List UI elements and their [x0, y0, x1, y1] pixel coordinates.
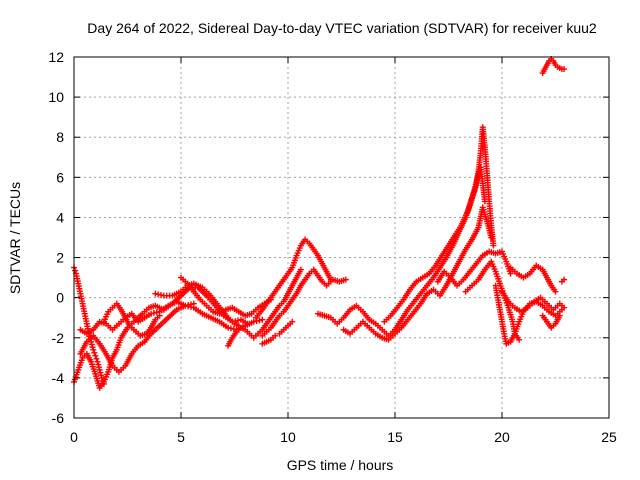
- y-tick-label: 2: [56, 250, 64, 266]
- x-tick-label: 15: [387, 429, 403, 445]
- x-tick-label: 5: [177, 429, 185, 445]
- axis-ticks: 0 5 10 15 20 25 -6 -4 -2 0 2 4 6 8 10 12: [48, 49, 617, 445]
- data-point: [561, 304, 568, 311]
- data-point: [516, 336, 523, 343]
- data-point: [507, 270, 514, 277]
- y-tick-label: 6: [56, 169, 64, 185]
- data-point: [72, 267, 79, 274]
- y-axis-label: SDTVAR / TECUs: [7, 182, 23, 294]
- data-point: [556, 312, 563, 319]
- grid-lines: [74, 57, 609, 418]
- x-tick-label: 25: [601, 429, 617, 445]
- y-tick-label: -2: [52, 330, 65, 346]
- data-point: [156, 312, 163, 319]
- data-point: [90, 346, 97, 353]
- data-point: [561, 66, 568, 73]
- data-point: [297, 266, 304, 273]
- y-tick-label: -4: [52, 370, 65, 386]
- chart-title: Day 264 of 2022, Sidereal Day-to-day VTE…: [87, 20, 597, 36]
- x-tick-label: 10: [280, 429, 296, 445]
- data-point: [289, 318, 296, 325]
- data-point: [490, 242, 497, 249]
- y-tick-label: 8: [56, 129, 64, 145]
- data-point: [272, 332, 279, 339]
- x-tick-label: 0: [70, 429, 78, 445]
- y-tick-label: 0: [56, 290, 64, 306]
- y-tick-label: 4: [56, 209, 64, 225]
- data-point: [342, 276, 349, 283]
- y-tick-label: -6: [52, 410, 65, 426]
- y-tick-label: 12: [48, 49, 64, 65]
- data-marks: [71, 56, 568, 391]
- data-point: [561, 276, 568, 283]
- data-point: [93, 355, 100, 362]
- y-tick-label: 10: [48, 89, 64, 105]
- x-tick-label: 20: [494, 429, 510, 445]
- data-point: [92, 352, 99, 359]
- data-point: [259, 316, 266, 323]
- data-point: [552, 288, 559, 295]
- data-point: [91, 349, 98, 356]
- x-axis-label: GPS time / hours: [287, 457, 394, 473]
- plot-frame: [73, 56, 610, 419]
